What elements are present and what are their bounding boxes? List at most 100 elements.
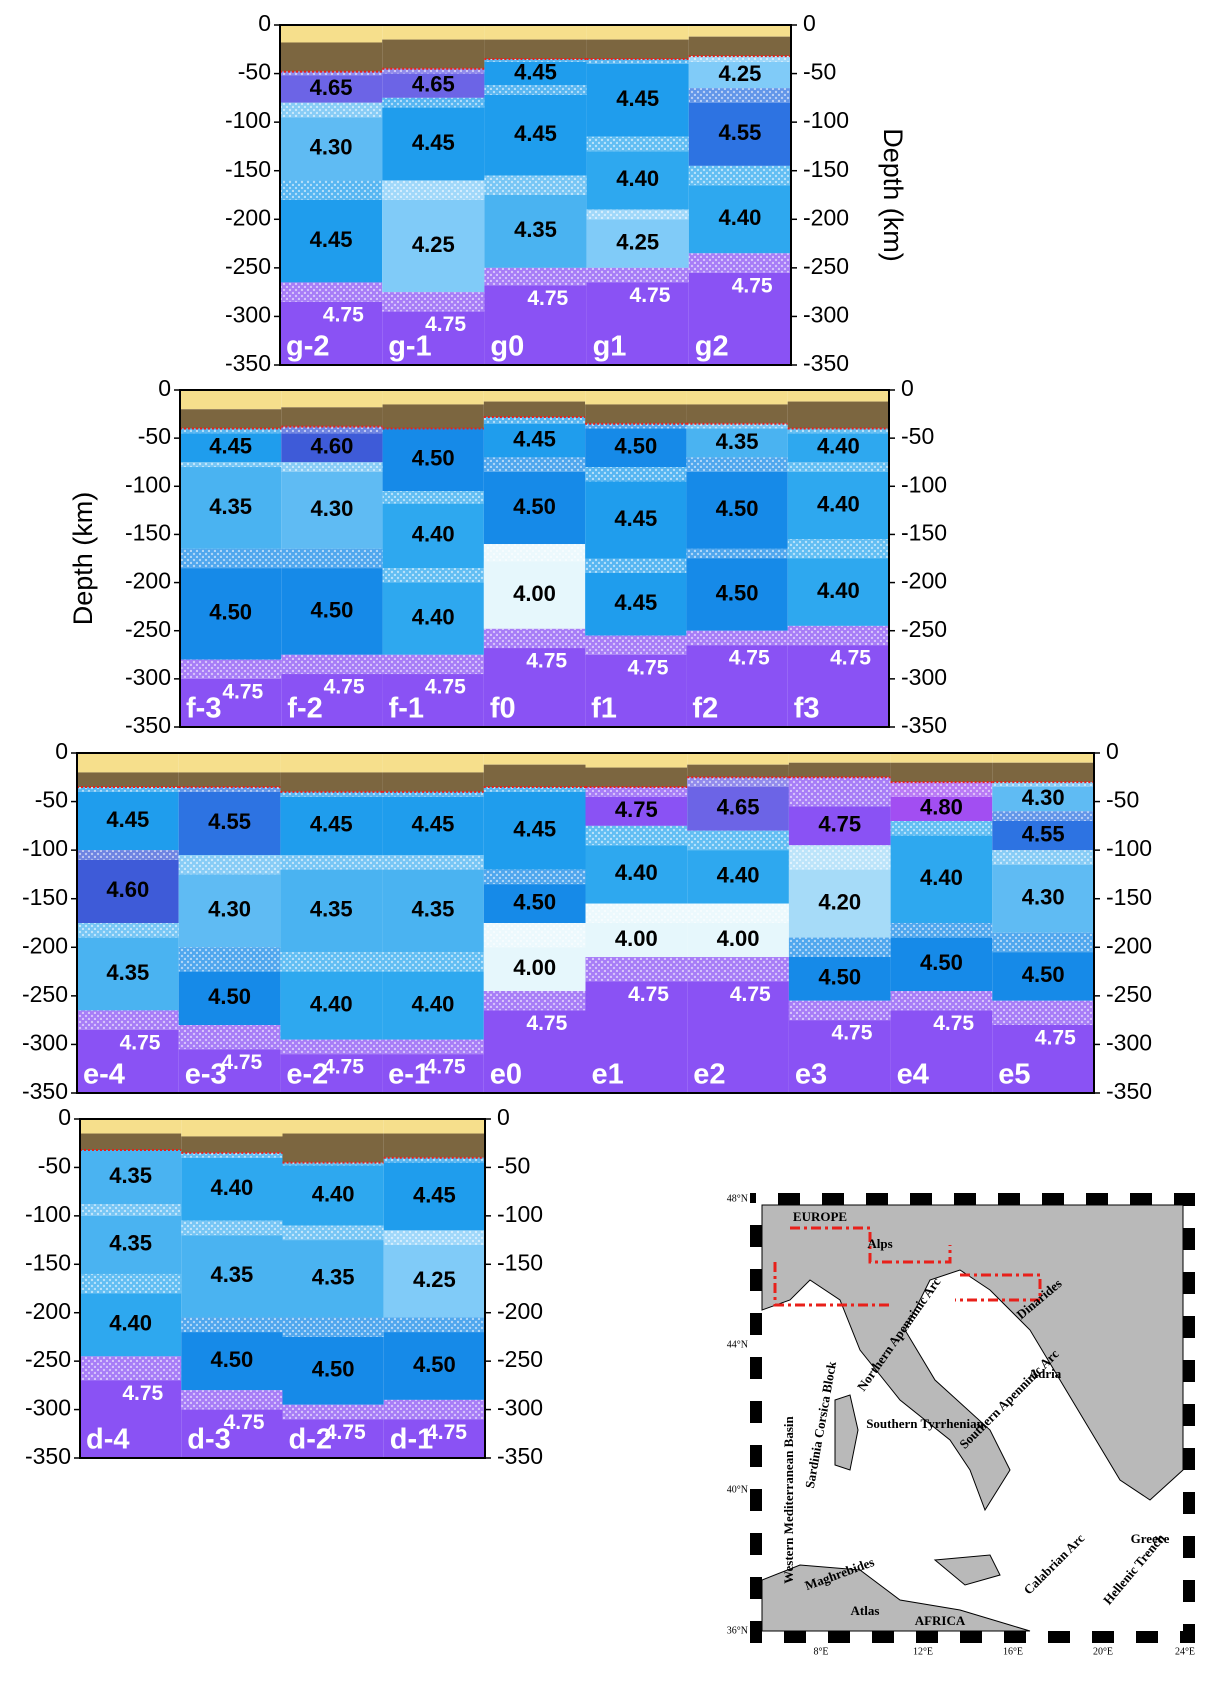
velocity-label: 4.75 bbox=[832, 1022, 873, 1045]
transition-hatch bbox=[483, 923, 586, 948]
y-tick-label: -300 bbox=[25, 1395, 71, 1421]
transition-hatch bbox=[180, 428, 282, 434]
y-tick-label-right: -250 bbox=[901, 616, 947, 642]
velocity-layer bbox=[280, 301, 383, 365]
velocity-layer bbox=[280, 869, 383, 953]
velocity-layer bbox=[484, 94, 587, 176]
velocity-layer bbox=[80, 1149, 182, 1205]
crust bbox=[383, 1133, 485, 1158]
crust bbox=[688, 36, 791, 57]
velocity-label: 4.75 bbox=[933, 1012, 974, 1035]
y-tick-label-right: 0 bbox=[901, 375, 914, 401]
velocity-layer bbox=[787, 433, 889, 463]
crust bbox=[484, 39, 587, 59]
column-label: e-4 bbox=[83, 1059, 125, 1091]
profile-boxes bbox=[773, 1226, 1042, 1307]
sediment bbox=[382, 390, 484, 405]
velocity-label: 4.45 bbox=[413, 1182, 456, 1207]
velocity-label: 4.45 bbox=[310, 812, 353, 837]
column-label: f-1 bbox=[389, 693, 424, 725]
velocity-layer bbox=[382, 1054, 484, 1093]
velocity-label: 4.75 bbox=[426, 1421, 467, 1444]
velocity-layer bbox=[178, 971, 281, 1025]
velocity-layer bbox=[787, 558, 889, 626]
velocity-label: 4.55 bbox=[718, 120, 761, 145]
velocity-layer bbox=[992, 821, 1094, 851]
velocity-layer bbox=[382, 796, 484, 855]
velocity-layer bbox=[282, 1336, 384, 1405]
crust bbox=[788, 762, 891, 778]
y-tick-label-right: -50 bbox=[901, 423, 934, 449]
y-tick-label-right: -350 bbox=[497, 1443, 543, 1469]
velocity-layer bbox=[383, 1244, 485, 1318]
velocity-label: 4.45 bbox=[616, 86, 659, 111]
lon-label: 24°E bbox=[1175, 1646, 1195, 1657]
velocity-layer bbox=[484, 285, 587, 365]
velocity-label: 4.45 bbox=[614, 590, 657, 615]
transition-hatch bbox=[686, 423, 788, 429]
velocity-layer bbox=[788, 957, 891, 1001]
velocity-label: 4.40 bbox=[210, 1175, 253, 1200]
sediment bbox=[686, 390, 788, 405]
column-label: d-2 bbox=[289, 1424, 333, 1456]
velocity-layer bbox=[483, 561, 586, 629]
velocity-layer bbox=[77, 1029, 179, 1093]
land-africa bbox=[761, 1564, 1031, 1632]
velocity-layer bbox=[383, 1332, 485, 1400]
velocity-label: 4.40 bbox=[817, 578, 860, 603]
y-tick-label: -250 bbox=[25, 1346, 71, 1372]
y-tick-label: -100 bbox=[22, 835, 68, 861]
transition-hatch bbox=[77, 850, 179, 860]
velocity-layer bbox=[180, 568, 282, 660]
velocity-label: 4.50 bbox=[209, 600, 252, 625]
sardinia bbox=[834, 1394, 859, 1471]
velocity-label: 4.75 bbox=[526, 1012, 567, 1035]
transition-hatch bbox=[585, 957, 688, 982]
transition-hatch bbox=[280, 102, 383, 118]
transition-hatch bbox=[687, 957, 789, 982]
transition-hatch bbox=[585, 635, 687, 655]
velocity-label: 4.30 bbox=[1022, 785, 1065, 810]
y-axis-label: Depth (km) bbox=[68, 492, 98, 626]
velocity-layer bbox=[686, 558, 788, 631]
transition-hatch bbox=[483, 628, 586, 649]
velocity-layer bbox=[181, 1332, 283, 1391]
transition-hatch bbox=[382, 97, 485, 108]
velocity-label: 4.40 bbox=[412, 604, 455, 629]
velocity-layer bbox=[77, 859, 179, 923]
region-label: AFRICA bbox=[915, 1613, 966, 1628]
y-tick-label-right: -200 bbox=[901, 568, 947, 594]
transition-hatch bbox=[484, 59, 587, 62]
transition-hatch bbox=[281, 548, 383, 569]
y-tick-label: -150 bbox=[22, 884, 68, 910]
velocity-label: 4.50 bbox=[311, 597, 354, 622]
transition-hatch bbox=[382, 952, 484, 972]
velocity-layer bbox=[281, 433, 383, 463]
y-tick-label-right: -250 bbox=[1106, 981, 1152, 1007]
column-label: f-2 bbox=[287, 693, 322, 725]
transition-hatch bbox=[992, 932, 1094, 953]
velocity-layer bbox=[483, 648, 586, 727]
sediment bbox=[77, 753, 179, 773]
velocity-layer bbox=[181, 1235, 283, 1318]
velocity-label: 4.80 bbox=[920, 795, 963, 820]
velocity-layer bbox=[483, 791, 586, 870]
transition-hatch bbox=[280, 855, 383, 870]
transition-hatch bbox=[586, 267, 689, 283]
velocity-layer bbox=[688, 272, 791, 365]
crust bbox=[180, 409, 282, 429]
y-tick-label: -150 bbox=[225, 156, 271, 182]
velocity-layer bbox=[585, 481, 687, 559]
transition-hatch bbox=[585, 903, 688, 923]
velocity-layer bbox=[382, 582, 484, 655]
transition-hatch bbox=[787, 539, 889, 559]
velocity-layer bbox=[992, 787, 1094, 812]
velocity-layer bbox=[181, 1157, 283, 1221]
velocity-label: 4.35 bbox=[209, 494, 252, 519]
velocity-label: 4.40 bbox=[412, 991, 455, 1016]
transition-hatch bbox=[787, 462, 889, 472]
velocity-label: 4.30 bbox=[310, 135, 353, 160]
y-tick-label: -250 bbox=[225, 253, 271, 279]
velocity-label: 4.50 bbox=[513, 494, 556, 519]
